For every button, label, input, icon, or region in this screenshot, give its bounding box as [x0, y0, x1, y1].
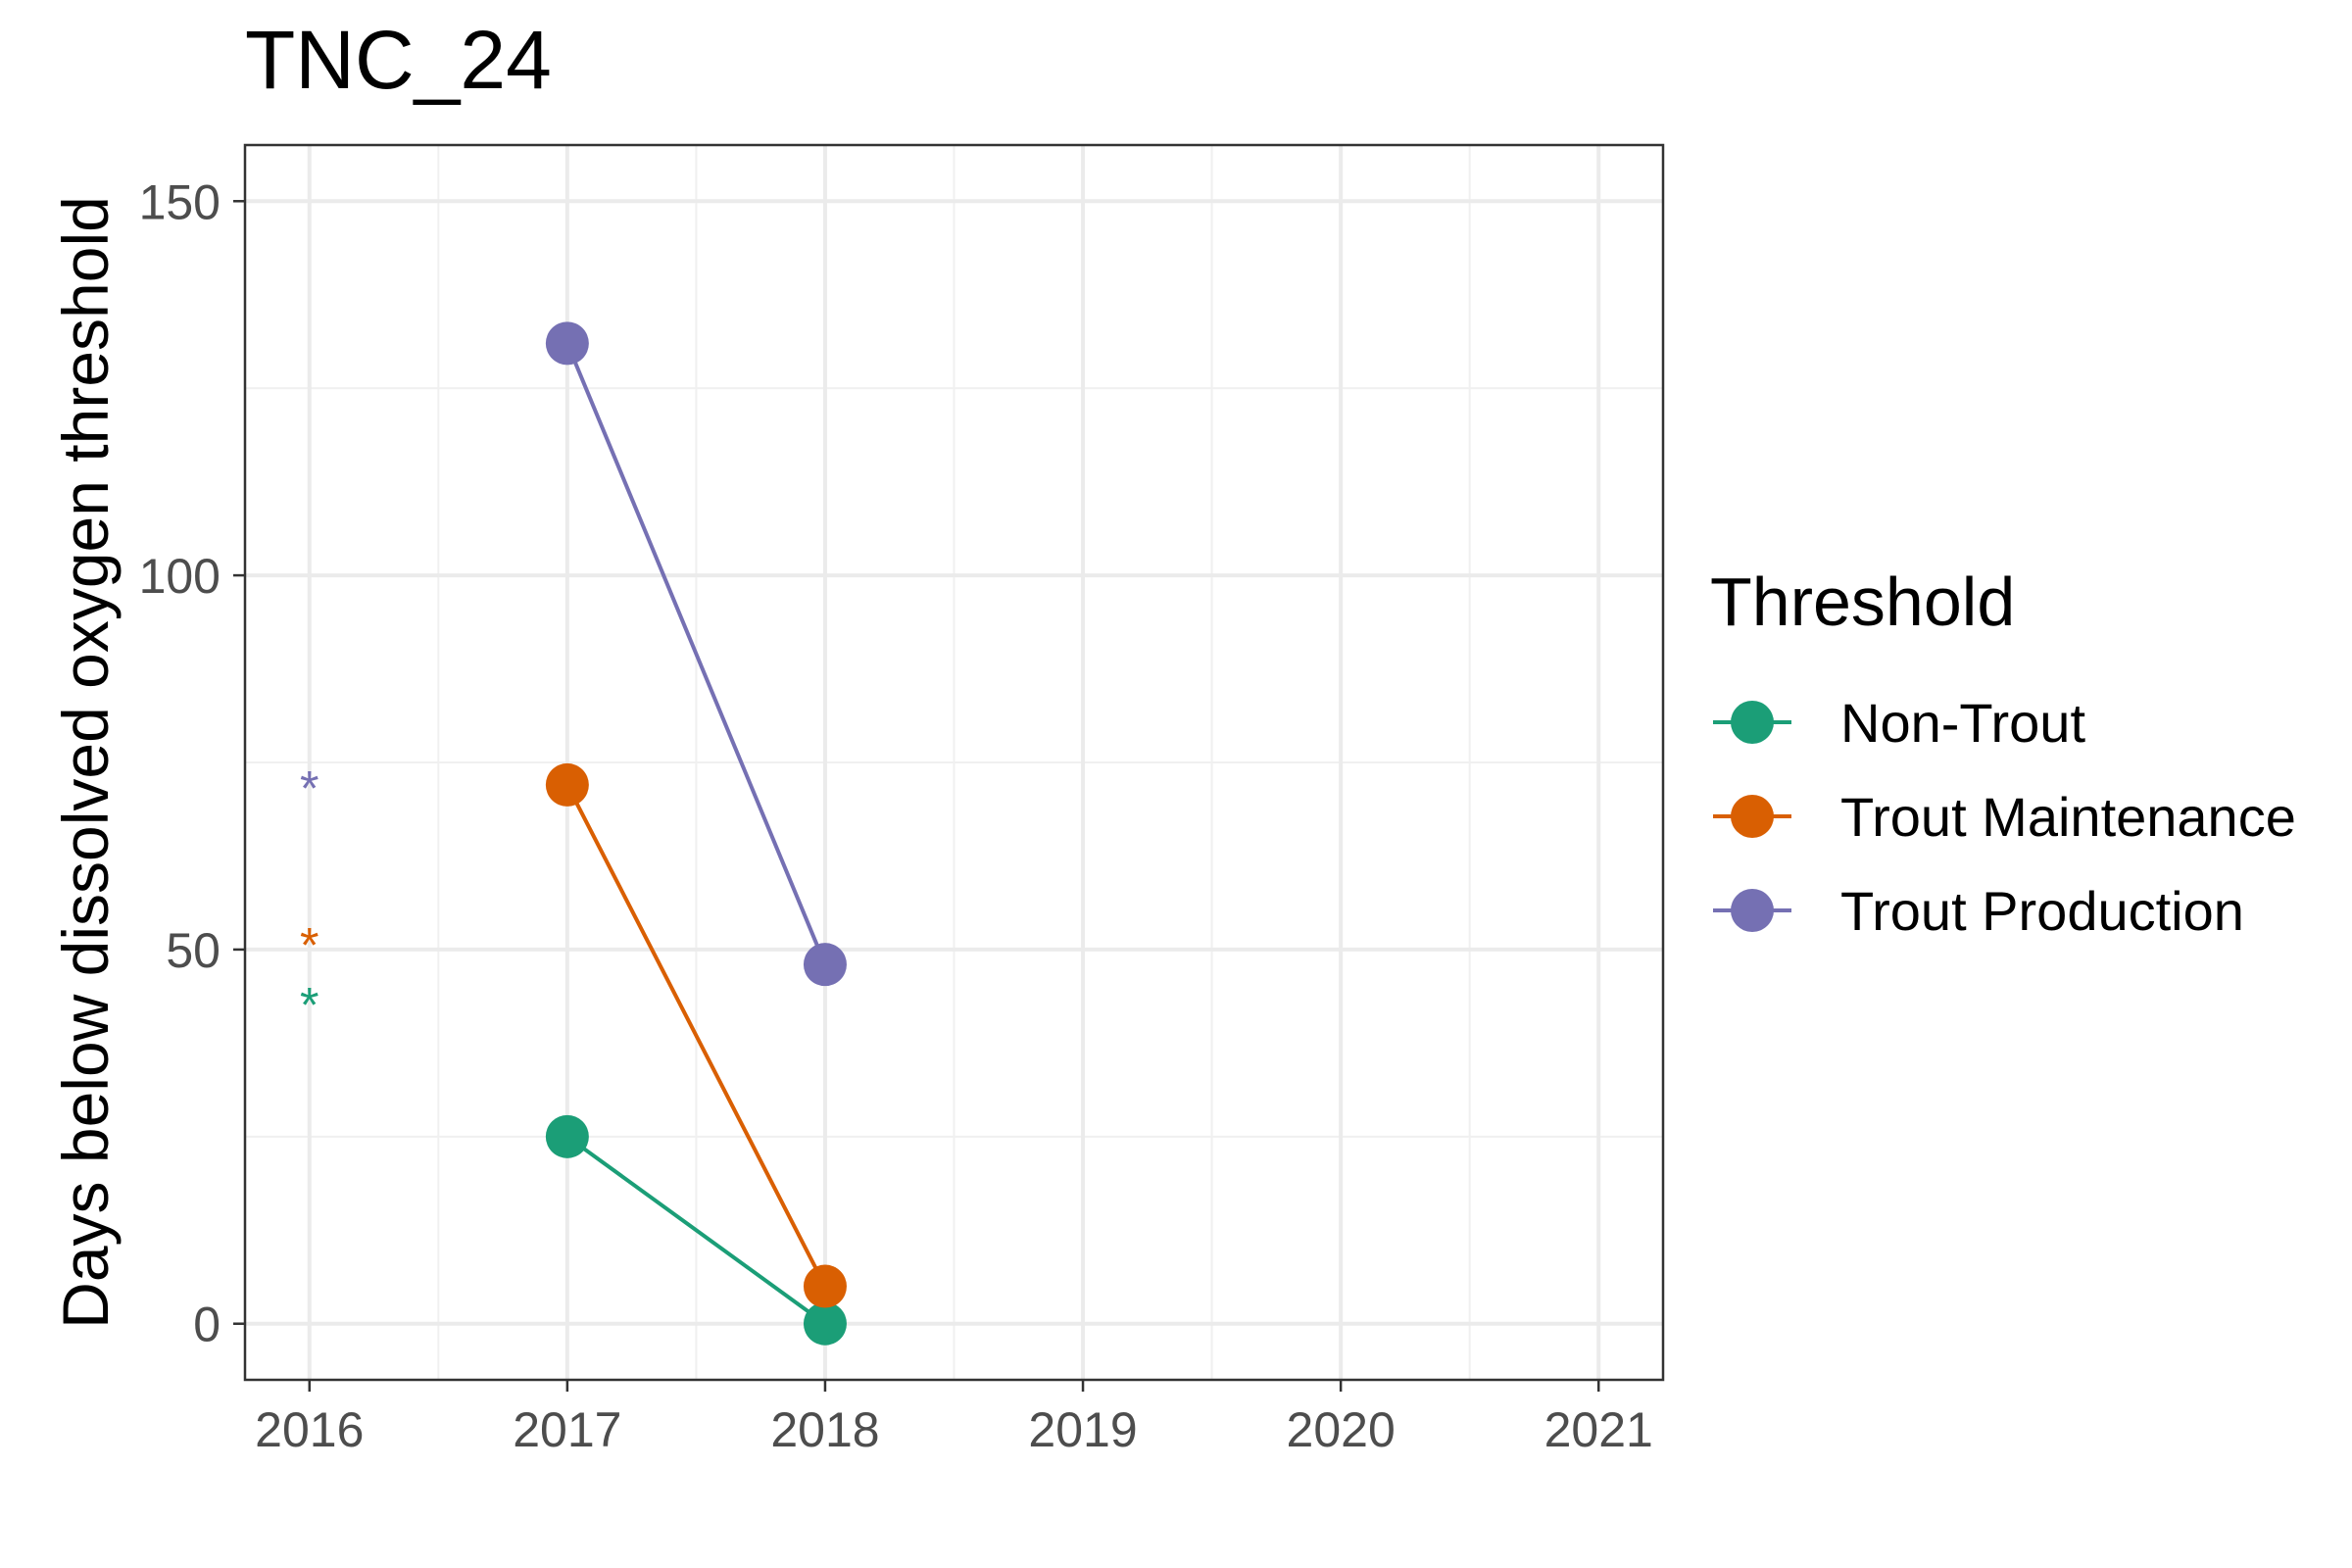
x-tick-label: 2017 [513, 1402, 621, 1457]
flag-marker: * [300, 918, 318, 973]
x-tick-label: 2019 [1028, 1402, 1137, 1457]
panel-outline [243, 143, 1665, 1382]
data-point [545, 762, 589, 807]
data-point [803, 1301, 847, 1346]
y-tick-label: 50 [166, 923, 220, 978]
data-point [803, 943, 847, 987]
series-line [565, 783, 827, 1288]
legend-key-dot [1731, 795, 1774, 838]
legend-title: Threshold [1710, 564, 2015, 640]
panel-border [243, 143, 1665, 1382]
major-gridlines [245, 145, 1663, 1380]
data-point [545, 1114, 589, 1158]
legend: Threshold Non-Trout Trout Maintenance Trou… [1710, 564, 2296, 942]
legend-item: Trout Production [1713, 880, 2244, 942]
legend-label: Trout Maintenance [1840, 786, 2296, 848]
legend-item: Trout Maintenance [1713, 786, 2296, 848]
x-axis: 2016 2017 2018 2019 2020 2021 [255, 1380, 1653, 1457]
legend-items: Non-Trout Trout Maintenance Trout Producti… [1713, 692, 2296, 942]
y-tick-label: 100 [139, 549, 220, 604]
y-axis: 0 50 100 150 [139, 174, 245, 1352]
y-axis-title: Days below dissolved oxygen threshold [49, 196, 122, 1329]
flag-markers: *** [300, 760, 318, 1032]
data-point [803, 1264, 847, 1308]
x-tick-label: 2018 [770, 1402, 879, 1457]
series-line [565, 1135, 827, 1326]
legend-label: Trout Production [1840, 880, 2244, 942]
chart-title: TNC_24 [245, 14, 552, 106]
flag-marker: * [300, 760, 318, 815]
series-points [545, 321, 847, 1346]
flag-marker: * [300, 978, 318, 1033]
legend-item: Non-Trout [1713, 692, 2085, 754]
series-line [565, 342, 827, 965]
x-tick-label: 2020 [1287, 1402, 1396, 1457]
legend-key-dot [1731, 889, 1774, 932]
data-point [545, 321, 589, 366]
y-tick-label: 0 [193, 1298, 220, 1352]
x-tick-label: 2016 [255, 1402, 364, 1457]
minor-gridlines [245, 145, 1663, 1380]
legend-label: Non-Trout [1840, 692, 2085, 754]
x-tick-label: 2021 [1544, 1402, 1653, 1457]
series-lines [565, 342, 827, 1326]
y-tick-label: 150 [139, 174, 220, 229]
legend-key-dot [1731, 701, 1774, 744]
